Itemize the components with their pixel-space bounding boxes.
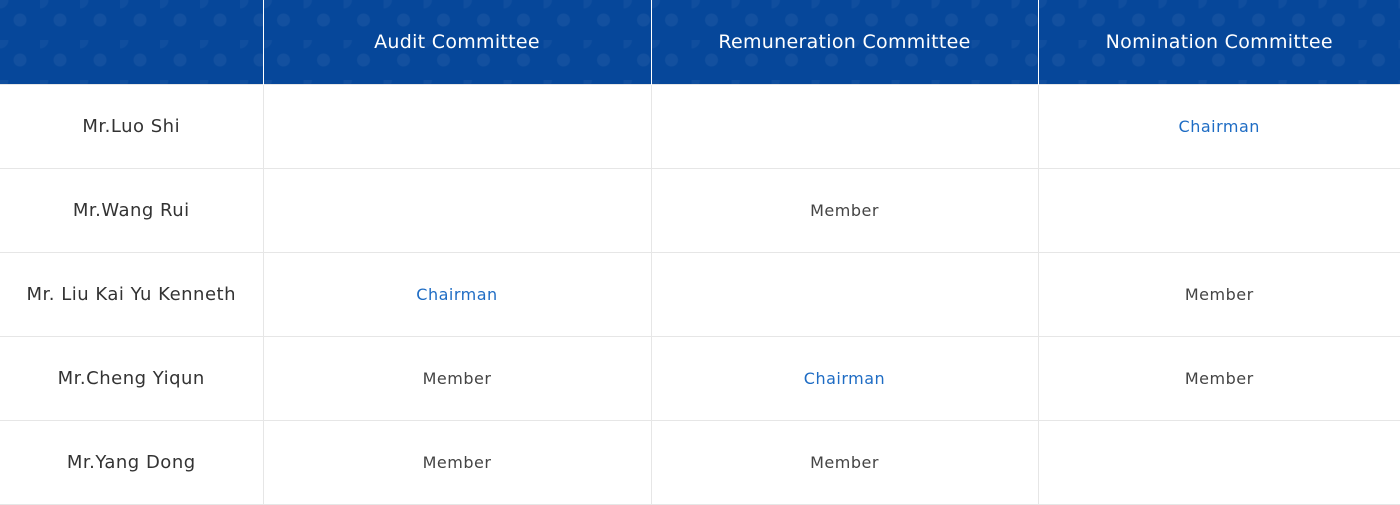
nomination-role-cell bbox=[1037, 168, 1400, 253]
remuneration-role-cell bbox=[650, 252, 1039, 337]
director-name: Mr.Luo Shi bbox=[0, 84, 264, 169]
remuneration-role-cell: Member bbox=[650, 168, 1039, 253]
header-nomination-committee: Nomination Committee bbox=[1037, 0, 1400, 85]
audit-role-cell bbox=[262, 168, 652, 253]
header-corner bbox=[0, 0, 263, 85]
nomination-role-cell: Member bbox=[1037, 252, 1400, 337]
audit-role-cell: Member bbox=[262, 336, 652, 421]
table-row: Mr.Cheng Yiqun Member Chairman Member bbox=[0, 336, 1400, 421]
nomination-role-cell: Member bbox=[1037, 336, 1400, 421]
director-name: Mr.Cheng Yiqun bbox=[0, 336, 264, 421]
audit-role-cell: Member bbox=[262, 420, 652, 505]
remuneration-role-cell bbox=[650, 84, 1039, 169]
nomination-role-cell: Chairman bbox=[1037, 84, 1400, 169]
director-name: Mr.Yang Dong bbox=[0, 420, 264, 505]
table-row: Mr.Yang Dong Member Member bbox=[0, 420, 1400, 505]
director-name: Mr.Wang Rui bbox=[0, 168, 264, 253]
nomination-role-cell bbox=[1037, 420, 1400, 505]
header-remuneration-committee: Remuneration Committee bbox=[650, 0, 1038, 85]
remuneration-role-cell: Member bbox=[650, 420, 1039, 505]
audit-role-cell bbox=[262, 84, 652, 169]
table-row: Mr. Liu Kai Yu Kenneth Chairman Member bbox=[0, 252, 1400, 337]
table-row: Mr.Wang Rui Member bbox=[0, 168, 1400, 253]
director-name: Mr. Liu Kai Yu Kenneth bbox=[0, 252, 264, 337]
remuneration-role-cell: Chairman bbox=[650, 336, 1039, 421]
audit-role-cell: Chairman bbox=[262, 252, 652, 337]
header-audit-committee: Audit Committee bbox=[262, 0, 651, 85]
table-row: Mr.Luo Shi Chairman bbox=[0, 84, 1400, 169]
header-row: Audit Committee Remuneration Committee N… bbox=[0, 0, 1400, 85]
